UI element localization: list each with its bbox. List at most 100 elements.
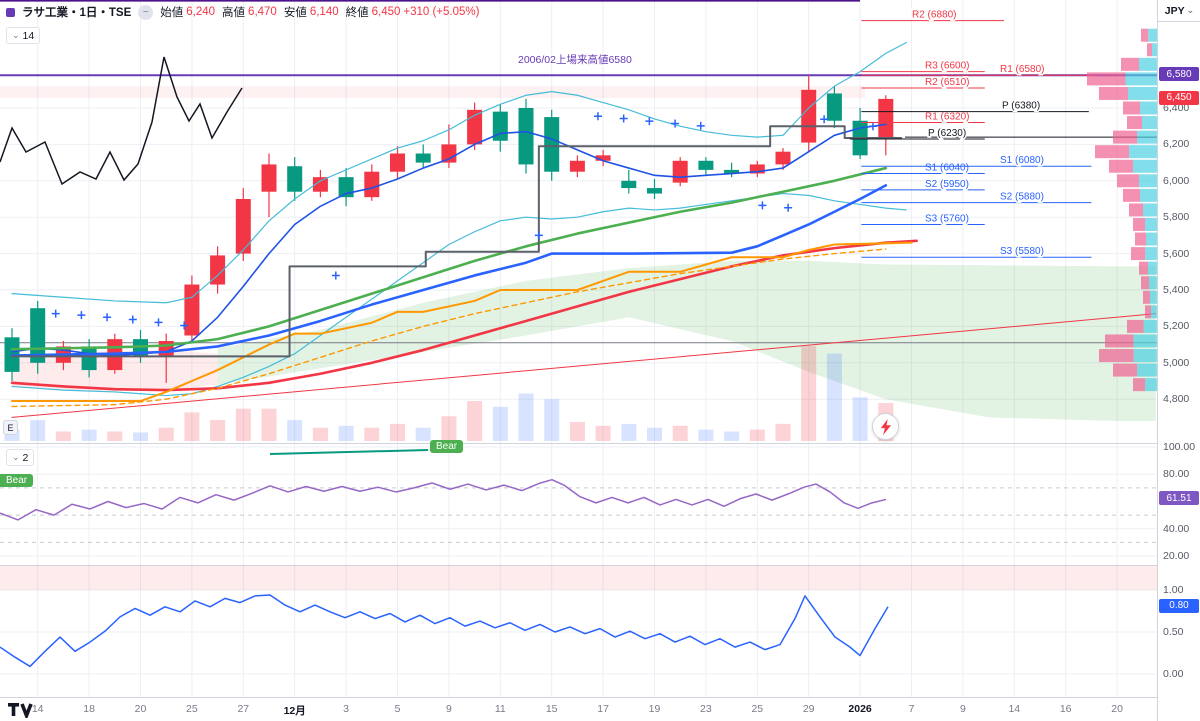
pivot-label: R1 (6320) [925, 112, 969, 123]
time-axis-label: 12月 [283, 705, 306, 717]
price-axis-label: 5,400 [1163, 284, 1190, 296]
close-label: 終値 [345, 7, 369, 19]
pivot-label: P (6230) [928, 128, 966, 139]
time-axis-label: 23 [700, 703, 712, 715]
time-axis-label: 14 [1008, 703, 1021, 715]
time-axis-label: 5 [394, 703, 401, 715]
time-axis-label: 11 [494, 703, 506, 715]
chart-canvas[interactable]: R2 (6880) R3 (6600) R2 (6510) R1 (6320) P (6… [0, 0, 1157, 698]
time-axis-label: 9 [959, 703, 966, 715]
symbol-logo-icon [6, 7, 15, 17]
ath-price-badge: 6,580 [1159, 67, 1199, 82]
price-axis-label: 6,200 [1163, 138, 1190, 151]
time-axis-label: 25 [186, 703, 198, 715]
pivot-layer: R2 (6880) R3 (6600) R2 (6510) R1 (6320) P (6… [849, 8, 1092, 259]
pivot-label: S3 (5760) [925, 213, 969, 224]
bear-trendline [269, 449, 429, 455]
overlay-layer [10, 41, 1157, 418]
time-axis-label: 17 [597, 703, 609, 715]
time-axis-label: 27 [237, 703, 250, 715]
time-axis[interactable]: 14 18 20 25 27 12月 3 5 9 11 15 17 19 23 25 29 2026 7 9 14 16… [0, 698, 1157, 721]
comparison-line [0, 56, 243, 186]
rsi-pane-layer [0, 478, 1157, 543]
price-axis-label: 4,800 [1163, 393, 1190, 406]
pivot-label: S2 (5880) [1000, 192, 1044, 203]
rsi-axis-label: 20.00 [1163, 550, 1190, 562]
bear-signal-badge-pane1: Bear [0, 474, 34, 487]
volume-profile-layer [1087, 28, 1157, 392]
rsi-line [0, 478, 887, 521]
pivot-step-gray [11, 125, 903, 358]
currency-label: JPY [1164, 4, 1185, 17]
price-axis-label: 5,200 [1163, 320, 1190, 333]
event-marker[interactable]: E [3, 420, 18, 435]
price-axis-label: 5,000 [1163, 356, 1190, 369]
signal-markers-layer [51, 112, 877, 330]
pivot-label: S1 (6040) [925, 163, 969, 174]
pivot-label: R2 (6510) [925, 77, 969, 88]
indicators-collapse-button[interactable]: ⌄ 14 [6, 27, 41, 44]
low-label: 安値 [283, 7, 307, 19]
tradingview-logo[interactable] [8, 701, 38, 721]
tradingview-logo-icon [8, 703, 33, 721]
legend-menu-icon[interactable]: − [138, 4, 154, 20]
rsi-value-badge: 61.51 [1159, 491, 1199, 506]
indicators-count: 14 [22, 29, 35, 42]
price-axis-label: 5,600 [1163, 247, 1190, 260]
time-axis-label: 15 [545, 703, 558, 715]
price-axis-label: 6,400 [1163, 102, 1190, 114]
rsi-axis-label: 100.00 [1163, 441, 1196, 453]
time-axis-label: 9 [445, 703, 452, 715]
symbol-title[interactable]: ラサ工業・1日・TSE [22, 7, 132, 19]
trendline-layer [269, 449, 429, 455]
time-axis-label: 19 [648, 703, 661, 715]
pane-divider-1[interactable] [0, 443, 1200, 444]
pivot-label: R2 (6880) [912, 10, 956, 21]
kijun-orange [11, 241, 913, 403]
price-axis-label: 5,800 [1163, 211, 1190, 224]
oscillator-axis-label: 0.00 [1163, 668, 1184, 680]
rsi-axis-label: 80.00 [1163, 468, 1190, 481]
oscillator-pane-layer [0, 594, 889, 668]
bb-upper [11, 41, 907, 304]
oscillator-axis-label: 1.00 [1163, 584, 1184, 596]
oscillator-line [0, 594, 889, 668]
change-value: +310 (+5.05%) [403, 6, 480, 18]
time-axis-label: 2026 [848, 703, 872, 715]
grid-layer [0, 0, 1157, 697]
pane-collapse-button[interactable]: ⌄ 2 [6, 449, 35, 466]
time-axis-label: 20 [134, 703, 147, 715]
price-axis[interactable]: JPY ⌄ 6,400 6,200 6,000 5,800 5,600 5,400 5,20… [1157, 0, 1200, 721]
high-label: 高値 [222, 7, 246, 19]
open-value: 6,240 [186, 6, 216, 18]
comparison-layer [0, 56, 243, 186]
symbol-legend: ラサ工業・1日・TSE − 始値 6,240 高値 6,470 安値 6,140… [6, 4, 479, 20]
currency-selector[interactable]: JPY ⌄ [1158, 0, 1200, 22]
price-axis-label: 6,000 [1163, 174, 1190, 187]
pane-divider-2[interactable] [0, 565, 1200, 566]
pivot-label: S3 (5580) [1000, 246, 1044, 257]
lightning-bolt-icon [880, 418, 891, 435]
close-value: 6,450 [371, 6, 401, 18]
low-value: 6,140 [309, 6, 339, 18]
chevron-down-icon: ⌄ [1186, 5, 1195, 15]
time-axis-label: 25 [751, 703, 764, 715]
ma-green [10, 166, 888, 351]
instant-trade-button[interactable] [872, 413, 899, 440]
volume-layer [4, 346, 894, 441]
orange-dashed [11, 248, 887, 408]
pivot-label: R3 (6600) [925, 61, 969, 72]
pivot-label: S2 (5950) [925, 179, 969, 190]
time-axis-label: 18 [83, 703, 95, 715]
time-axis-label: 20 [1111, 703, 1123, 715]
ath-annotation: 2006/02上場来高値6580 [518, 54, 632, 66]
ma-red [10, 239, 918, 392]
trend-red [11, 313, 1157, 418]
oscillator-axis-label: 0.50 [1163, 626, 1184, 638]
time-axis-label: 29 [802, 703, 815, 715]
chevron-down-icon: ⌄ [12, 452, 20, 462]
time-axis-label: 3 [343, 703, 350, 715]
pane-indicators-count: 2 [22, 451, 29, 464]
oscillator-value-badge: 0.80 [1159, 598, 1199, 613]
